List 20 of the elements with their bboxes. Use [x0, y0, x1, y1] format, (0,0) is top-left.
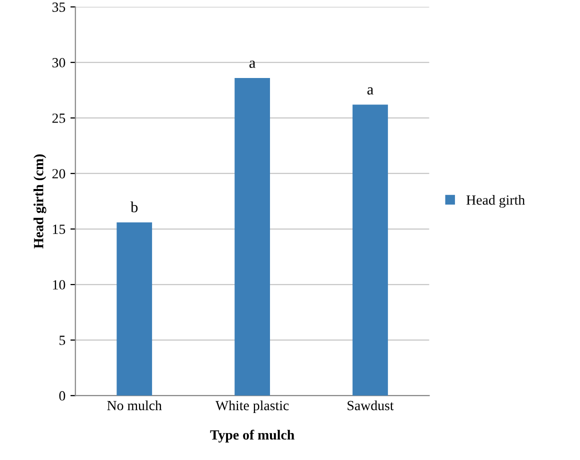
- y-tick-label: 15: [53, 224, 66, 234]
- y-tick-label: 10: [53, 280, 66, 290]
- legend-label: Head girth: [466, 194, 525, 208]
- bar: [352, 104, 388, 396]
- annotation: a: [367, 87, 374, 95]
- y-tick-label: 5: [60, 336, 66, 346]
- x-tick-label: Sawdust: [348, 400, 394, 410]
- bar: [234, 78, 270, 396]
- x-tick-label: No mulch: [107, 400, 162, 410]
- annotation: a: [249, 60, 256, 68]
- y-tick-label: 20: [52, 169, 66, 178]
- bar: [116, 222, 152, 396]
- y-tick-label: 30: [52, 58, 66, 68]
- x-axis-title: Type of mulch: [210, 430, 294, 442]
- y-tick-label: 35: [52, 2, 66, 12]
- y-axis-title: Head girth (cm): [34, 154, 46, 248]
- x-tick-label: White plastic: [215, 400, 289, 414]
- y-tick-label: 0: [59, 391, 66, 401]
- annotation: b: [130, 202, 138, 212]
- y-tick-label: 25: [52, 114, 66, 123]
